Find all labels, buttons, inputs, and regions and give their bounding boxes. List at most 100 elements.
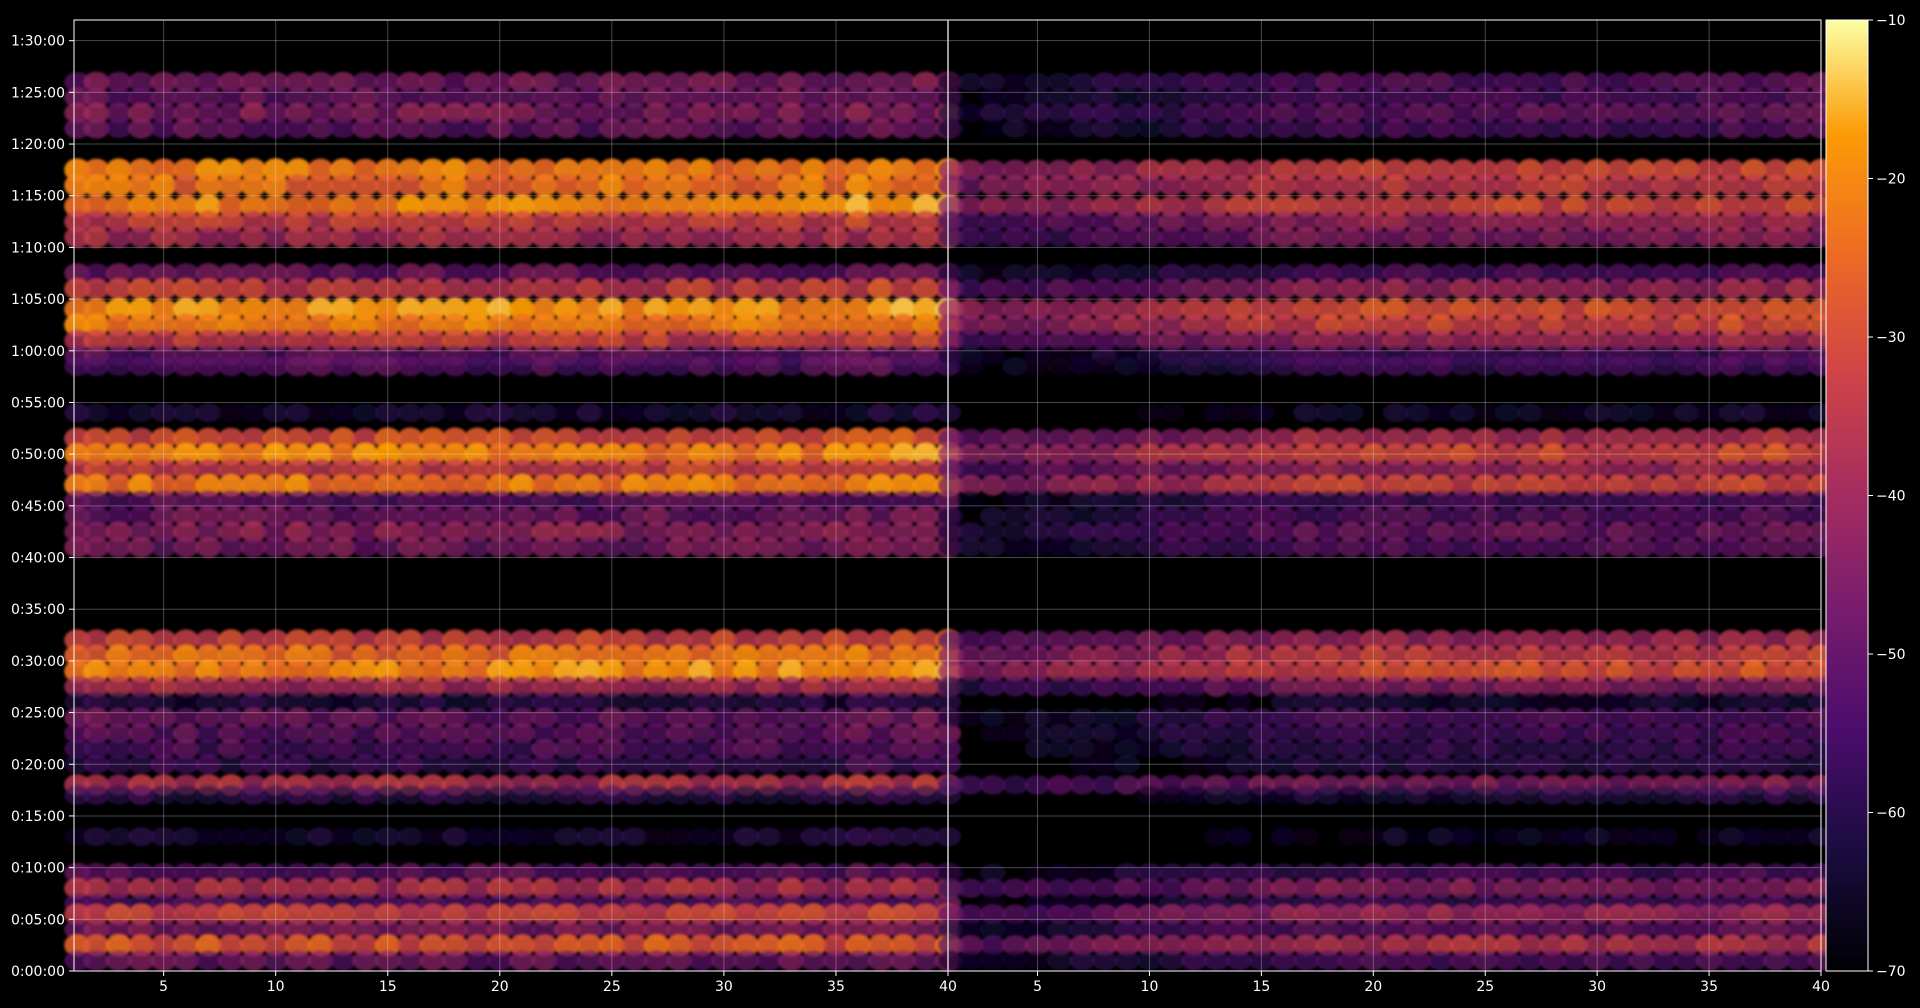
heat-cell: [1606, 102, 1633, 124]
heat-cell: [755, 506, 782, 527]
heat-cell: [307, 723, 334, 744]
heat-cell: [1114, 660, 1141, 682]
heat-cell: [1494, 329, 1521, 351]
heat-cell: [553, 754, 581, 774]
heat-cell: [1584, 660, 1611, 683]
heat-cell: [285, 707, 312, 728]
heat-cell: [979, 299, 1006, 320]
heat-cell: [1651, 72, 1678, 92]
heat-cell: [912, 118, 939, 139]
heat-cell: [1561, 785, 1588, 805]
heat-cell: [240, 738, 267, 759]
heat-cell: [105, 403, 132, 423]
heat-cell: [329, 158, 356, 182]
heat-cell: [912, 210, 939, 233]
heat-cell: [733, 87, 760, 108]
heat-cell: [755, 659, 782, 683]
heat-cell: [1673, 443, 1700, 466]
heat-cell: [867, 356, 894, 377]
heat-cell: [1136, 298, 1163, 321]
heat-cell: [195, 950, 222, 971]
heat-cell: [1091, 521, 1118, 542]
heat-cell: [643, 659, 670, 683]
heat-cell: [64, 676, 91, 698]
heat-cell: [1606, 506, 1633, 526]
heat-cell: [150, 403, 177, 423]
heat-cell: [822, 919, 850, 941]
heat-cell: [531, 102, 558, 124]
heat-cell: [1270, 226, 1297, 248]
heat-cell: [733, 403, 760, 423]
heat-cell: [240, 473, 267, 497]
heat-cell: [1785, 174, 1812, 197]
heat-cell: [1651, 403, 1678, 422]
heat-cell: [643, 174, 670, 197]
heat-cell: [464, 194, 491, 218]
heat-cell: [1427, 278, 1454, 300]
heat-cell: [509, 263, 536, 284]
heat-cell: [240, 521, 267, 543]
heat-cell: [486, 329, 513, 352]
heat-cell: [710, 919, 738, 940]
heat-cell: [890, 738, 917, 759]
heat-cell: [553, 692, 581, 712]
heat-cell: [419, 490, 446, 511]
heat-cell: [845, 629, 872, 651]
heat-cell: [64, 629, 91, 652]
heat-cell: [1449, 428, 1476, 450]
heat-cell: [240, 903, 267, 925]
heat-cell: [1091, 118, 1118, 139]
heat-cell: [1046, 72, 1073, 92]
heat-cell: [262, 827, 289, 846]
heat-cell: [553, 226, 581, 248]
heat-cell: [1293, 629, 1320, 651]
heat-cell: [397, 521, 424, 543]
heat-cell: [1225, 443, 1253, 466]
heat-cell: [1449, 506, 1476, 527]
heat-cell: [688, 723, 715, 744]
heat-cell: [1718, 329, 1745, 352]
heat-cell: [1181, 645, 1208, 667]
heat-cell: [1696, 159, 1723, 181]
heat-cell: [1293, 537, 1320, 558]
heat-cell: [83, 877, 110, 899]
heat-cell: [1740, 226, 1767, 248]
heat-cell: [1405, 428, 1432, 450]
heat-cell: [486, 158, 513, 182]
heat-cell: [1449, 298, 1476, 321]
heat-cell: [105, 490, 132, 511]
heat-cell: [1763, 427, 1790, 450]
heat-cell: [979, 863, 1006, 883]
heat-cell: [755, 521, 782, 542]
heat-cell: [1405, 159, 1432, 181]
heat-cell: [800, 723, 827, 744]
heat-cell: [128, 536, 155, 558]
heat-cell: [938, 904, 965, 925]
heat-cell: [1740, 490, 1767, 511]
heat-cell: [486, 174, 513, 197]
heat-cell: [1472, 443, 1499, 466]
heat-cell: [1673, 211, 1700, 233]
heat-cell: [1091, 87, 1118, 108]
heat-cell: [1696, 827, 1723, 846]
heat-cell: [150, 707, 177, 728]
heat-cell: [285, 356, 312, 377]
heat-cell: [1472, 474, 1499, 497]
heat-cell: [733, 862, 760, 883]
heat-cell: [83, 194, 110, 218]
heat-cell: [1024, 279, 1051, 299]
heat-cell: [710, 659, 738, 683]
heat-cell: [643, 877, 670, 899]
heat-cell: [1315, 159, 1342, 181]
heat-cell: [1136, 314, 1163, 336]
heat-cell: [621, 659, 648, 683]
heat-cell: [1763, 676, 1790, 697]
heat-cell: [1360, 521, 1387, 542]
heat-cell: [1763, 356, 1790, 377]
heat-cell: [1315, 491, 1342, 511]
heat-cell: [1091, 878, 1118, 899]
heat-cell: [957, 279, 984, 299]
heat-cell: [509, 521, 536, 543]
heat-cell: [778, 877, 805, 900]
heat-cell: [1427, 356, 1454, 377]
